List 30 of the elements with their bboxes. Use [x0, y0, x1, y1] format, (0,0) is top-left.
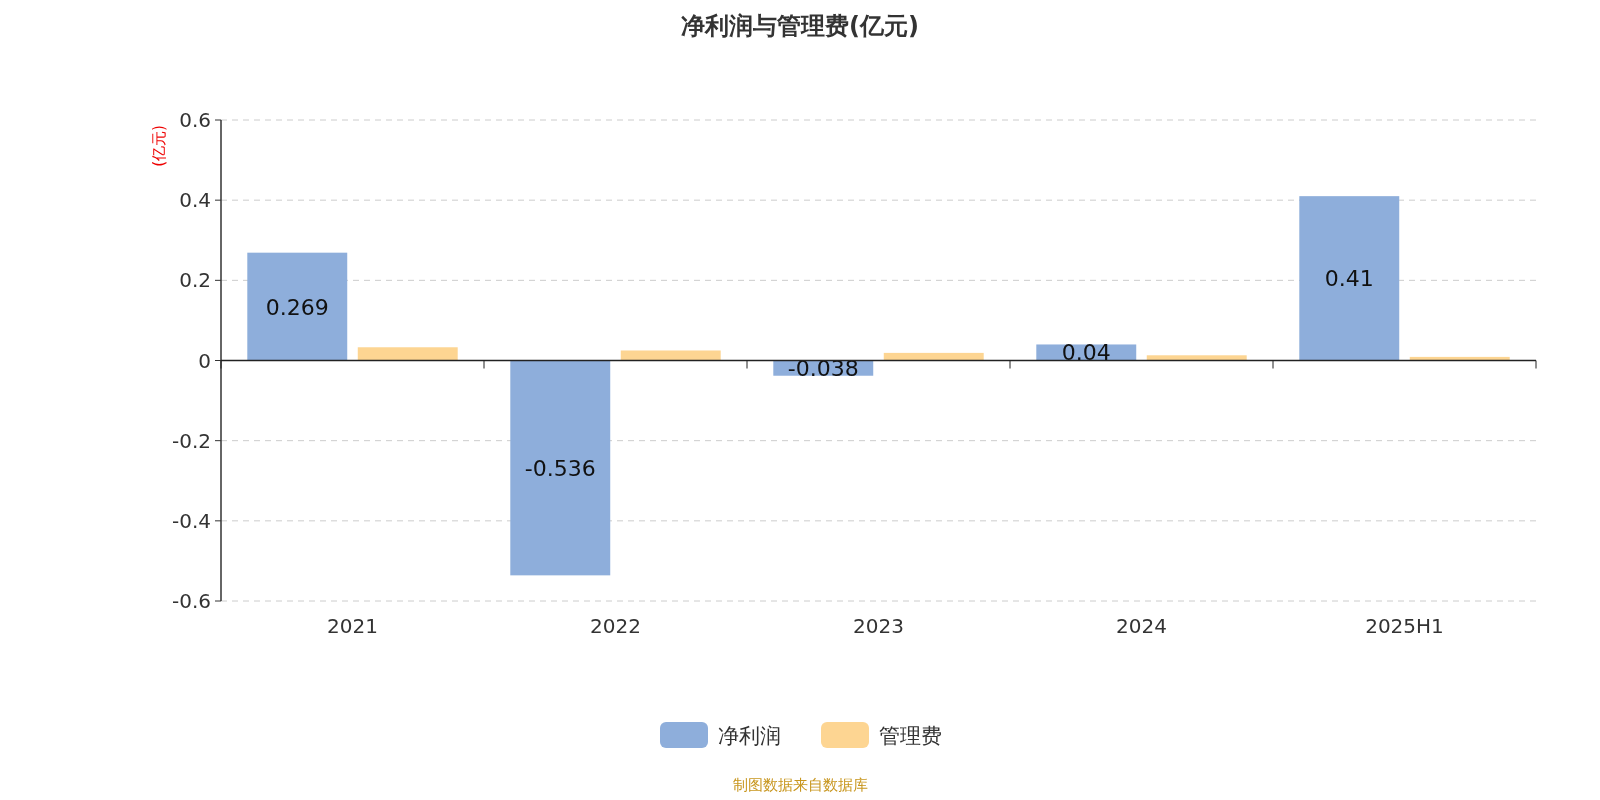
bar — [357, 347, 458, 361]
bar — [620, 350, 721, 361]
x-tick-label: 2024 — [1116, 614, 1167, 638]
x-tick-label: 2023 — [853, 614, 904, 638]
y-tick-label: 0.2 — [179, 268, 211, 293]
bar — [1299, 196, 1400, 361]
data-label: -0.536 — [524, 455, 596, 481]
bar — [510, 360, 611, 576]
text: 制图数据来自数据库 — [732, 776, 868, 794]
x-tick-label: 2025H1 — [1365, 614, 1444, 638]
data-label: 0.41 — [1324, 266, 1374, 292]
y-tick-label: -0.2 — [171, 428, 211, 453]
data-label: 0.269 — [265, 294, 329, 320]
legend-label: 净利润 — [718, 724, 781, 748]
y-tick-label: 0.4 — [179, 188, 211, 213]
bar — [247, 252, 348, 361]
y-tick-label: 0 — [198, 348, 211, 373]
bar — [1146, 355, 1247, 361]
legend-label: 管理费 — [879, 724, 942, 748]
data-label: 0.04 — [1061, 340, 1111, 366]
legend: 管理费 — [821, 722, 942, 748]
chart-title: 净利润与管理费(亿元) — [681, 12, 919, 40]
y-tick-label: -0.6 — [171, 589, 211, 613]
x-tick-label: 2021 — [327, 614, 378, 638]
y-tick-label: -0.4 — [171, 508, 211, 533]
y-axis-title: (亿元) — [150, 125, 168, 167]
x-tick-label: 2022 — [590, 614, 641, 638]
y-tick-label: 0.6 — [179, 108, 211, 132]
bar — [883, 352, 984, 361]
legend: 净利润 — [660, 722, 781, 748]
